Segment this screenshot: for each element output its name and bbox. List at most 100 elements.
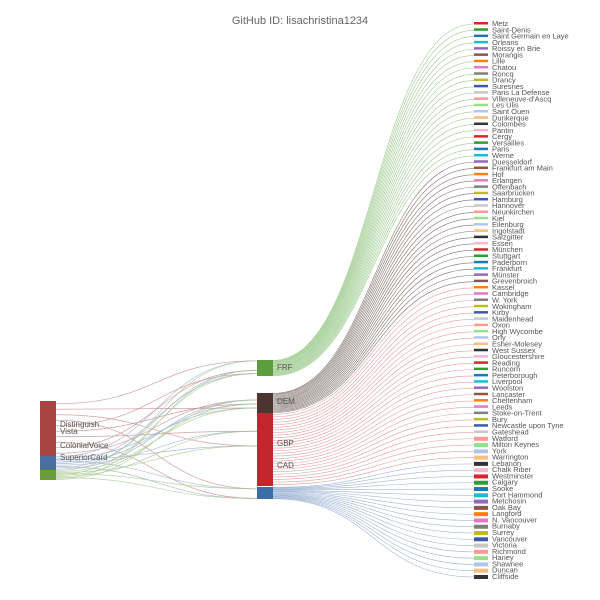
city-label: Dunkerque: [492, 113, 529, 122]
city-label: Paris: [492, 145, 509, 154]
currency-link: [272, 312, 475, 426]
city-label: Oak Bay: [492, 503, 521, 512]
city-node: [474, 499, 488, 504]
source-link: [55, 370, 258, 469]
city-label: York: [492, 446, 507, 455]
city-node: [474, 260, 488, 264]
city-label: Victoria: [492, 541, 518, 550]
city-label: Lebanon: [492, 459, 521, 468]
currency-link: [272, 256, 475, 409]
city-label: High Wycombe: [492, 327, 543, 336]
currency-link: [272, 293, 475, 418]
city-label: Saint Ouen: [492, 107, 530, 116]
currency-link: [272, 155, 475, 376]
currency-link: [272, 281, 475, 413]
city-node: [474, 273, 488, 276]
currency-link: [272, 262, 475, 410]
city-node: [474, 34, 488, 38]
currency-link: [272, 363, 475, 446]
city-label: Kiel: [492, 214, 505, 223]
city-label: Pantin: [492, 126, 513, 135]
city-node: [474, 304, 488, 308]
page-title: GitHub ID: lisachristina1234: [231, 15, 369, 27]
currency-link: [272, 180, 475, 397]
city-label: Saarbrücken: [492, 189, 535, 198]
currency-link: [272, 491, 475, 509]
city-node: [474, 179, 488, 182]
currency-link: [272, 419, 475, 470]
currency-link: [272, 73, 475, 367]
currency-link: [272, 268, 475, 411]
currency-link: [272, 457, 475, 485]
currency-label: FRF: [277, 363, 293, 372]
city-label: Maidenhead: [492, 314, 533, 323]
city-label: W. York: [492, 296, 518, 305]
currency-link: [272, 199, 475, 400]
city-node: [474, 22, 488, 25]
city-node: [474, 65, 488, 69]
city-node: [474, 128, 488, 132]
city-label: Stoke-on-Trent: [492, 409, 543, 418]
currency-label: CAD: [277, 461, 294, 470]
city-label: Paris La Defense: [492, 88, 550, 97]
currency-link: [272, 469, 475, 489]
flow-nodes: [40, 22, 488, 579]
city-label: Runcorn: [492, 365, 520, 374]
city-label: Shawnee: [492, 559, 523, 568]
source-link: [55, 430, 258, 477]
source-node-2: [40, 470, 56, 480]
currency-link: [272, 319, 475, 428]
city-label: Neunkirchen: [492, 208, 534, 217]
currency-link: [272, 492, 475, 521]
city-node: [474, 84, 488, 88]
city-label: Leeds: [492, 402, 513, 411]
currency-link: [272, 497, 475, 565]
city-node: [474, 512, 488, 517]
currency-link: [272, 493, 475, 534]
city-label: N. Vancouver: [492, 515, 537, 524]
currency-link: [272, 325, 475, 431]
city-label: Liverpool: [492, 377, 523, 386]
city-node: [474, 78, 488, 82]
currency-link: [272, 495, 475, 546]
city-label: Salzgitter: [492, 233, 524, 242]
currency-link: [272, 224, 475, 404]
city-node: [474, 323, 488, 327]
currency-link: [272, 212, 475, 402]
source-link: [55, 445, 258, 473]
currency-link: [272, 111, 475, 371]
city-label: Erlangen: [492, 176, 522, 185]
currency-link: [272, 344, 475, 439]
city-label: Eilenburg: [492, 220, 524, 229]
city-node: [474, 91, 488, 94]
source-link: [55, 360, 258, 405]
city-node: [474, 147, 488, 151]
city-label: Lancaster: [492, 390, 525, 399]
city-label: Hannover: [492, 201, 525, 210]
currency-link: [272, 124, 475, 373]
city-label: Port Hammond: [492, 490, 542, 499]
city-label: Paderborn: [492, 258, 527, 267]
city-node: [474, 40, 488, 44]
city-node: [474, 480, 488, 485]
currency-link: [272, 61, 475, 366]
city-label: Essen: [492, 239, 513, 248]
city-label: Woolston: [492, 383, 523, 392]
city-node: [474, 405, 488, 408]
city-label: Chatou: [492, 63, 516, 72]
currency-link: [272, 493, 475, 528]
currency-link: [272, 331, 475, 433]
source-link: [55, 460, 258, 490]
city-node: [474, 468, 488, 473]
currency-link: [272, 306, 475, 423]
source-link: [55, 373, 258, 427]
currency-link: [272, 497, 475, 572]
currency-link: [272, 55, 475, 365]
city-label: Cergy: [492, 132, 512, 141]
city-node: [474, 97, 488, 100]
currency-link: [272, 394, 475, 459]
currency-link: [272, 218, 475, 403]
city-node: [474, 461, 488, 466]
city-label: Gloucestershire: [492, 352, 545, 361]
city-node: [474, 267, 488, 270]
